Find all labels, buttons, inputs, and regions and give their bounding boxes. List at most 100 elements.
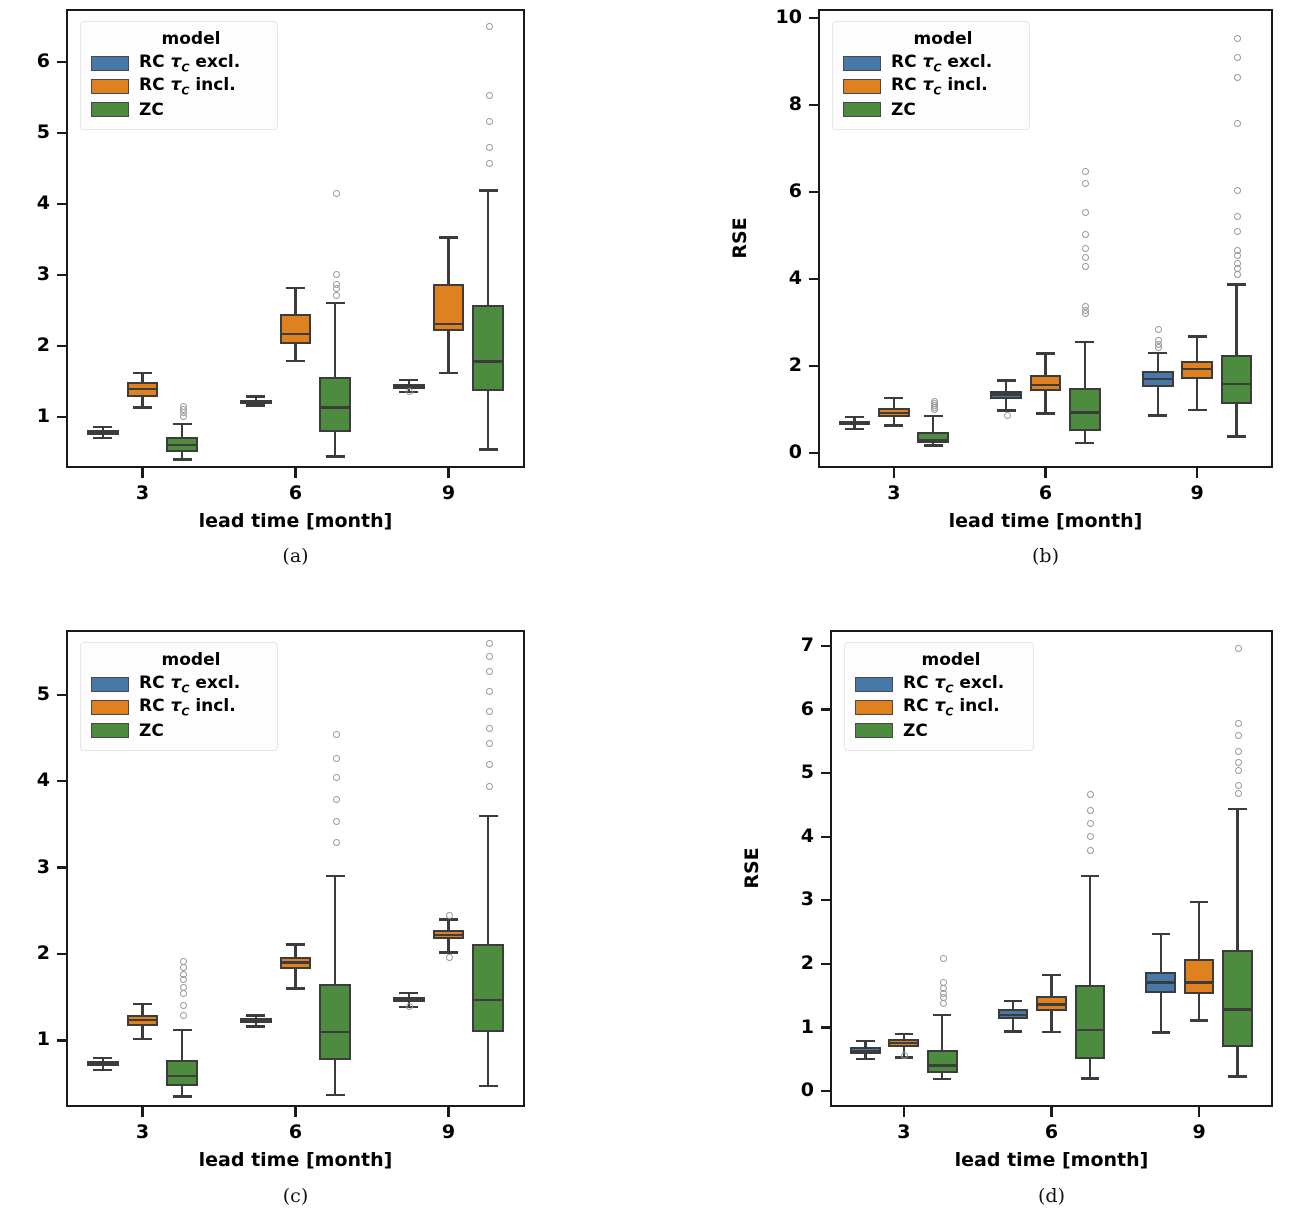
outlier-point [1234,34,1242,42]
y-tick-label: 4 [800,824,814,847]
legend-d: model RC τC excl. RC τC incl. ZC [844,642,1034,751]
y-tick-mark [809,277,818,280]
cap-lower [438,371,459,375]
x-tick-label: 9 [441,1121,456,1143]
whisker-lower [1236,1046,1239,1077]
legend-item-rc-tau-c-excl[interactable]: RC τC excl. [91,673,265,696]
cap-upper [132,1002,153,1006]
outlier-point [485,739,493,747]
cap-upper [1151,932,1170,936]
x-axis-label: lead time [month] [948,510,1143,532]
outlier-point [179,1012,187,1020]
y-tick-mark [57,1039,66,1042]
cap-upper [894,1032,914,1036]
outlier-point [485,783,493,791]
outlier-point [1234,260,1242,268]
cap-lower [285,359,306,363]
whisker-lower [294,343,297,361]
cap-lower [172,1095,192,1098]
legend-item-rc-tau-c-incl[interactable]: RC τC incl. [843,75,1017,98]
legend-swatch-rc-tau-c-incl [855,700,893,715]
y-tick-mark [57,344,66,348]
y-tick-mark [57,952,66,956]
cap-lower [478,448,498,451]
legend-item-rc-tau-c-incl[interactable]: RC τC incl. [855,696,1021,719]
median-line [1029,383,1062,387]
panel-caption-d: (d) [1038,1185,1065,1207]
outlier-point [485,144,493,152]
legend-item-zc[interactable]: ZC [843,98,1017,121]
cap-upper [132,371,153,375]
whisker-upper [1050,974,1053,997]
legend-item-rc-tau-c-incl[interactable]: RC τC incl. [91,75,265,98]
whisker-upper [1195,336,1199,361]
legend-title: model [161,650,221,670]
median-line [239,400,272,403]
legend-item-rc-tau-c-excl[interactable]: RC τC excl. [855,673,1021,696]
outlier-point [332,291,340,299]
whisker-lower [1044,390,1047,414]
whisker-upper [294,944,297,957]
legend-item-rc-tau-c-excl[interactable]: RC τC excl. [91,52,265,75]
whisker-lower [1159,993,1162,1033]
outlier-point [1082,179,1090,187]
outlier-point [485,707,493,715]
median-line [888,1041,920,1045]
whisker-lower [141,397,144,408]
y-tick-label: 6 [36,50,50,73]
whisker-lower [902,1046,906,1058]
median-line [1222,1008,1253,1011]
outlier-point [332,731,340,739]
whisker-lower [1050,1010,1053,1032]
box-zc-lead6 [1074,984,1106,1060]
whisker-upper [407,380,410,384]
cap-upper [172,1028,192,1032]
legend-swatch-rc-tau-c-excl [855,677,893,692]
y-tick-label: 1 [36,404,50,427]
legend-swatch-rc-tau-c-incl [91,700,129,715]
outlier-point [1087,832,1095,840]
cap-lower [246,1025,266,1028]
outlier-point [1082,208,1090,216]
y-tick-label: 6 [788,179,802,202]
legend-label-zc: ZC [139,720,164,741]
outlier-point [332,271,340,279]
median-line [392,998,425,1002]
y-tick-mark [821,708,830,711]
whisker-lower [1083,431,1087,444]
outlier-point [1235,782,1243,790]
whisker-lower [294,968,297,989]
outlier-point [446,954,453,962]
y-tick-label: 5 [36,121,50,144]
x-tick-mark [294,468,297,478]
cap-lower [93,1068,113,1072]
legend-item-zc[interactable]: ZC [91,719,265,742]
box-zc-lead3 [917,432,949,443]
x-tick-label: 9 [1192,1121,1206,1143]
whisker-lower [101,1065,104,1070]
cap-upper [844,415,864,419]
x-tick-label: 9 [441,482,456,504]
legend-item-rc-tau-c-incl[interactable]: RC τC incl. [91,696,265,719]
y-axis-label: RSE [741,846,763,889]
cap-lower [285,987,306,990]
y-tick-mark [57,202,66,206]
y-tick-label: 3 [36,263,50,286]
legend-c: model RC τC excl. RC τC incl. ZC [80,642,278,751]
x-tick-label: 6 [288,482,303,504]
legend-item-zc[interactable]: ZC [91,98,265,121]
cap-lower [1187,408,1207,411]
box-zc-lead6 [319,984,352,1061]
y-tick-label: 2 [36,333,50,356]
legend-label-zc: ZC [139,99,164,120]
whisker-upper [1083,341,1087,388]
y-tick-mark [809,451,818,454]
outlier-point [485,653,493,661]
whisker-lower [254,1023,257,1027]
legend-item-rc-tau-c-excl[interactable]: RC τC excl. [843,52,1017,75]
legend-item-zc[interactable]: ZC [855,719,1021,742]
outlier-point [485,761,493,769]
whisker-upper [141,372,144,383]
cap-upper [478,189,498,192]
